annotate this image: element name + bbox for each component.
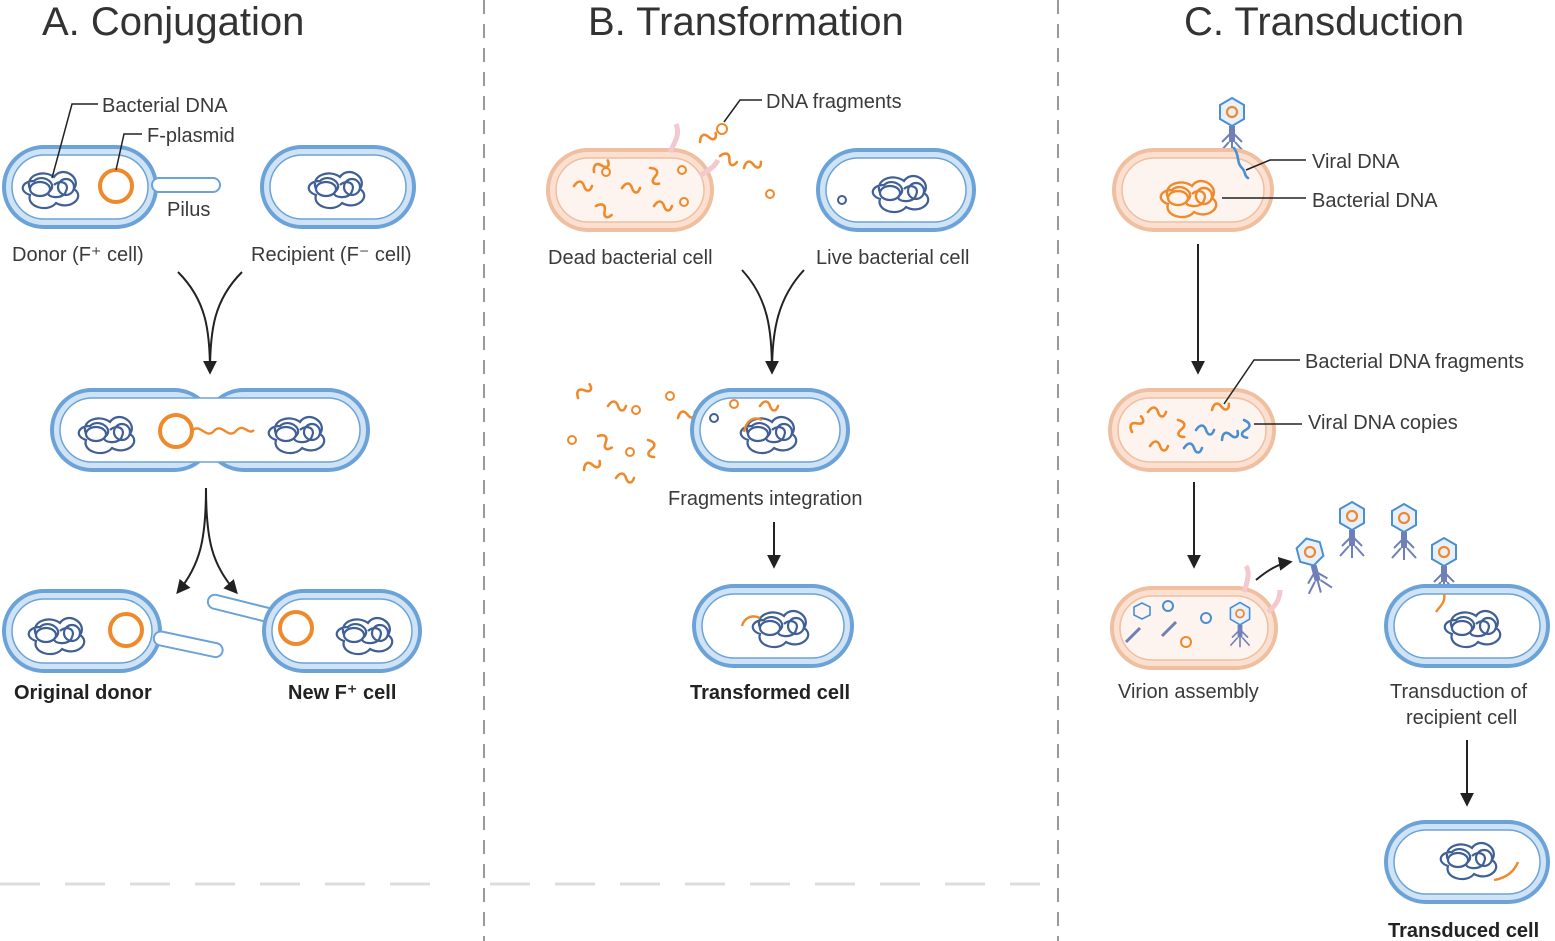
label-bacterial-dna-c: Bacterial DNA	[1312, 190, 1438, 212]
label-live-cell: Live bacterial cell	[816, 247, 969, 269]
integrating-cell	[690, 388, 850, 472]
donor-cell	[2, 145, 221, 229]
pointer-bacterial-dna-a	[51, 103, 98, 179]
merge-line-left	[177, 271, 211, 373]
pointer-bacterial-fragments	[1223, 359, 1300, 405]
transduced-cell	[1384, 820, 1550, 904]
live-bacterial-cell	[816, 148, 976, 232]
label-recipient: Recipient (F⁻ cell)	[251, 244, 412, 266]
original-donor-cell	[2, 589, 224, 673]
merge-arrow-b	[765, 269, 805, 375]
recipient-cell	[260, 145, 416, 229]
replicating-cell	[1108, 388, 1276, 472]
transformed-cell	[692, 584, 854, 668]
infected-cell	[1112, 96, 1274, 232]
virion-assembly-cell	[1110, 564, 1283, 670]
conjugation-title: A. Conjugation	[42, 0, 304, 44]
merge-line-b	[741, 269, 773, 373]
release-arrow	[1255, 556, 1293, 581]
label-bacterial-fragments: Bacterial DNA fragments	[1305, 351, 1524, 373]
label-dead-cell: Dead bacterial cell	[548, 247, 713, 269]
label-bacterial-dna-a: Bacterial DNA	[102, 95, 228, 117]
new-f-cell	[206, 589, 422, 673]
label-fragments-integration: Fragments integration	[668, 488, 863, 510]
pointer-viral-dna	[1245, 159, 1306, 171]
transduction-title: C. Transduction	[1184, 0, 1464, 44]
label-viral-copies: Viral DNA copies	[1308, 412, 1458, 434]
label-transformed-cell: Transformed cell	[690, 682, 850, 704]
split-arrow-left	[176, 487, 207, 595]
dead-bacterial-cell	[546, 123, 721, 232]
label-new-f-cell: New F⁺ cell	[288, 682, 396, 704]
pointer-f-plasmid	[115, 133, 142, 171]
split-arrow-right	[205, 487, 238, 595]
transduction-recipient-cell	[1384, 536, 1550, 668]
pointer-dna-fragments	[723, 99, 762, 123]
label-viral-dna: Viral DNA	[1312, 151, 1400, 173]
transformation-title: B. Transformation	[588, 0, 904, 44]
label-pilus: Pilus	[167, 199, 210, 221]
label-dna-fragments: DNA fragments	[766, 91, 902, 113]
label-original-donor: Original donor	[14, 682, 152, 704]
label-virion-assembly: Virion assembly	[1118, 681, 1259, 703]
label-donor: Donor (F⁺ cell)	[12, 244, 144, 266]
label-transduced-cell: Transduced cell	[1388, 920, 1539, 941]
released-dna-fragments	[696, 123, 775, 199]
label-f-plasmid: F-plasmid	[147, 125, 235, 147]
label-transduction-line1: Transduction of	[1390, 681, 1528, 703]
merge-arrow-a	[203, 271, 243, 375]
label-transduction-line2: recipient cell	[1406, 707, 1517, 729]
scattered-fragments	[567, 380, 698, 484]
conjugating-pair	[50, 388, 370, 472]
released-phages	[1293, 500, 1418, 597]
pilus	[151, 177, 221, 193]
